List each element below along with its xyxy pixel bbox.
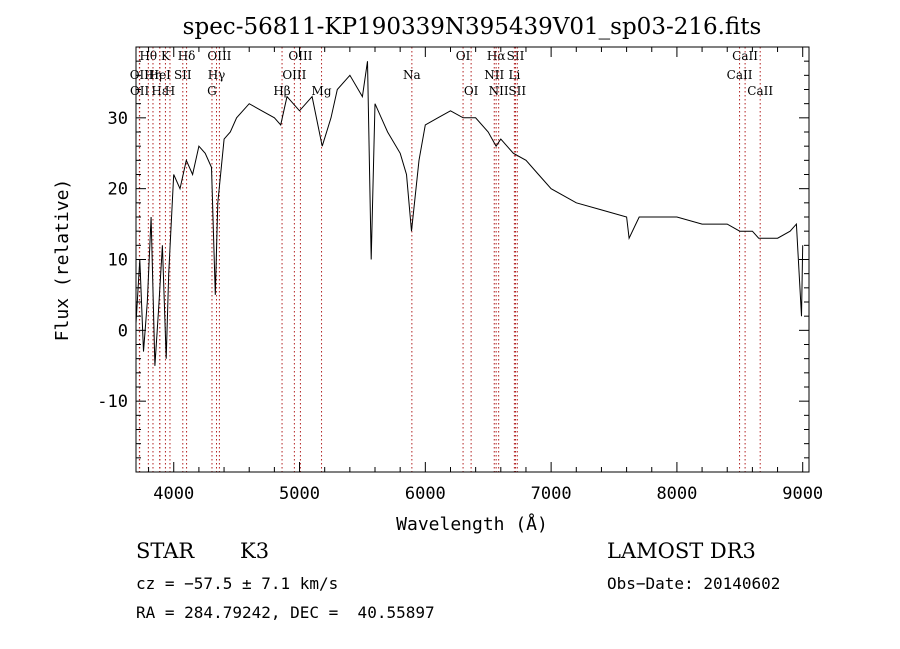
line-label: G	[207, 84, 217, 98]
coordinates: RA = 284.79242, DEC = 40.55897	[136, 603, 435, 622]
observation-date: Obs−Date: 20140602	[607, 574, 781, 593]
object-class: STAR	[136, 539, 195, 563]
line-label: Mg	[312, 84, 332, 98]
redshift-velocity: cz = −57.5 ± 7.1 km/s	[136, 574, 339, 593]
x-axis-ticks: 4000 5000 6000 7000 8000 9000	[148, 47, 823, 504]
line-label: HeI	[149, 68, 172, 82]
line-label: K	[161, 49, 171, 63]
line-label: OIII	[288, 49, 312, 63]
line-label: Hγ	[208, 68, 226, 82]
x-tick-label: 9000	[782, 484, 823, 504]
chart-title: spec-56811-KP190339N395439V01_sp03-216.f…	[183, 14, 762, 40]
line-label: Hδ	[178, 49, 196, 63]
line-label: NII	[484, 68, 504, 82]
line-label: Hη	[144, 68, 162, 82]
y-tick-label: -10	[97, 392, 128, 412]
y-axis-ticks: -10 0 10 20 30	[97, 60, 809, 459]
line-label: OI	[464, 84, 479, 98]
line-label: OIII	[282, 68, 306, 82]
plot-frame	[135, 46, 810, 473]
line-label: Hα	[487, 49, 506, 63]
line-label: OI	[456, 49, 471, 63]
object-subclass: K3	[240, 539, 270, 563]
line-label: OIII	[207, 49, 231, 63]
survey-name: LAMOST DR3	[607, 539, 756, 563]
line-label: OII	[130, 84, 150, 98]
line-label: Hβ	[273, 84, 290, 98]
line-label: CaII	[747, 84, 773, 98]
spectrum-line	[135, 61, 804, 366]
x-tick-label: 5000	[279, 484, 320, 504]
line-label: SII	[507, 49, 525, 63]
line-label: SII	[174, 68, 192, 82]
line-label: Li	[508, 68, 520, 82]
line-label: CaII	[727, 68, 753, 82]
x-tick-label: 7000	[531, 484, 572, 504]
x-tick-label: 6000	[405, 484, 446, 504]
x-tick-label: 4000	[153, 484, 194, 504]
spectrum-series	[135, 61, 804, 366]
line-label: Na	[403, 68, 421, 82]
x-axis-label: Wavelength (Å)	[396, 513, 548, 535]
y-tick-label: 20	[108, 180, 128, 200]
line-label: SII	[508, 84, 526, 98]
y-axis-label: Flux (relative)	[52, 179, 73, 342]
line-label: H	[165, 84, 175, 98]
x-tick-label: 8000	[656, 484, 697, 504]
line-label: NII	[489, 84, 509, 98]
y-tick-label: 0	[118, 321, 128, 341]
line-label: CaII	[732, 49, 758, 63]
y-tick-label: 30	[108, 109, 128, 129]
y-tick-label: 10	[108, 251, 128, 271]
